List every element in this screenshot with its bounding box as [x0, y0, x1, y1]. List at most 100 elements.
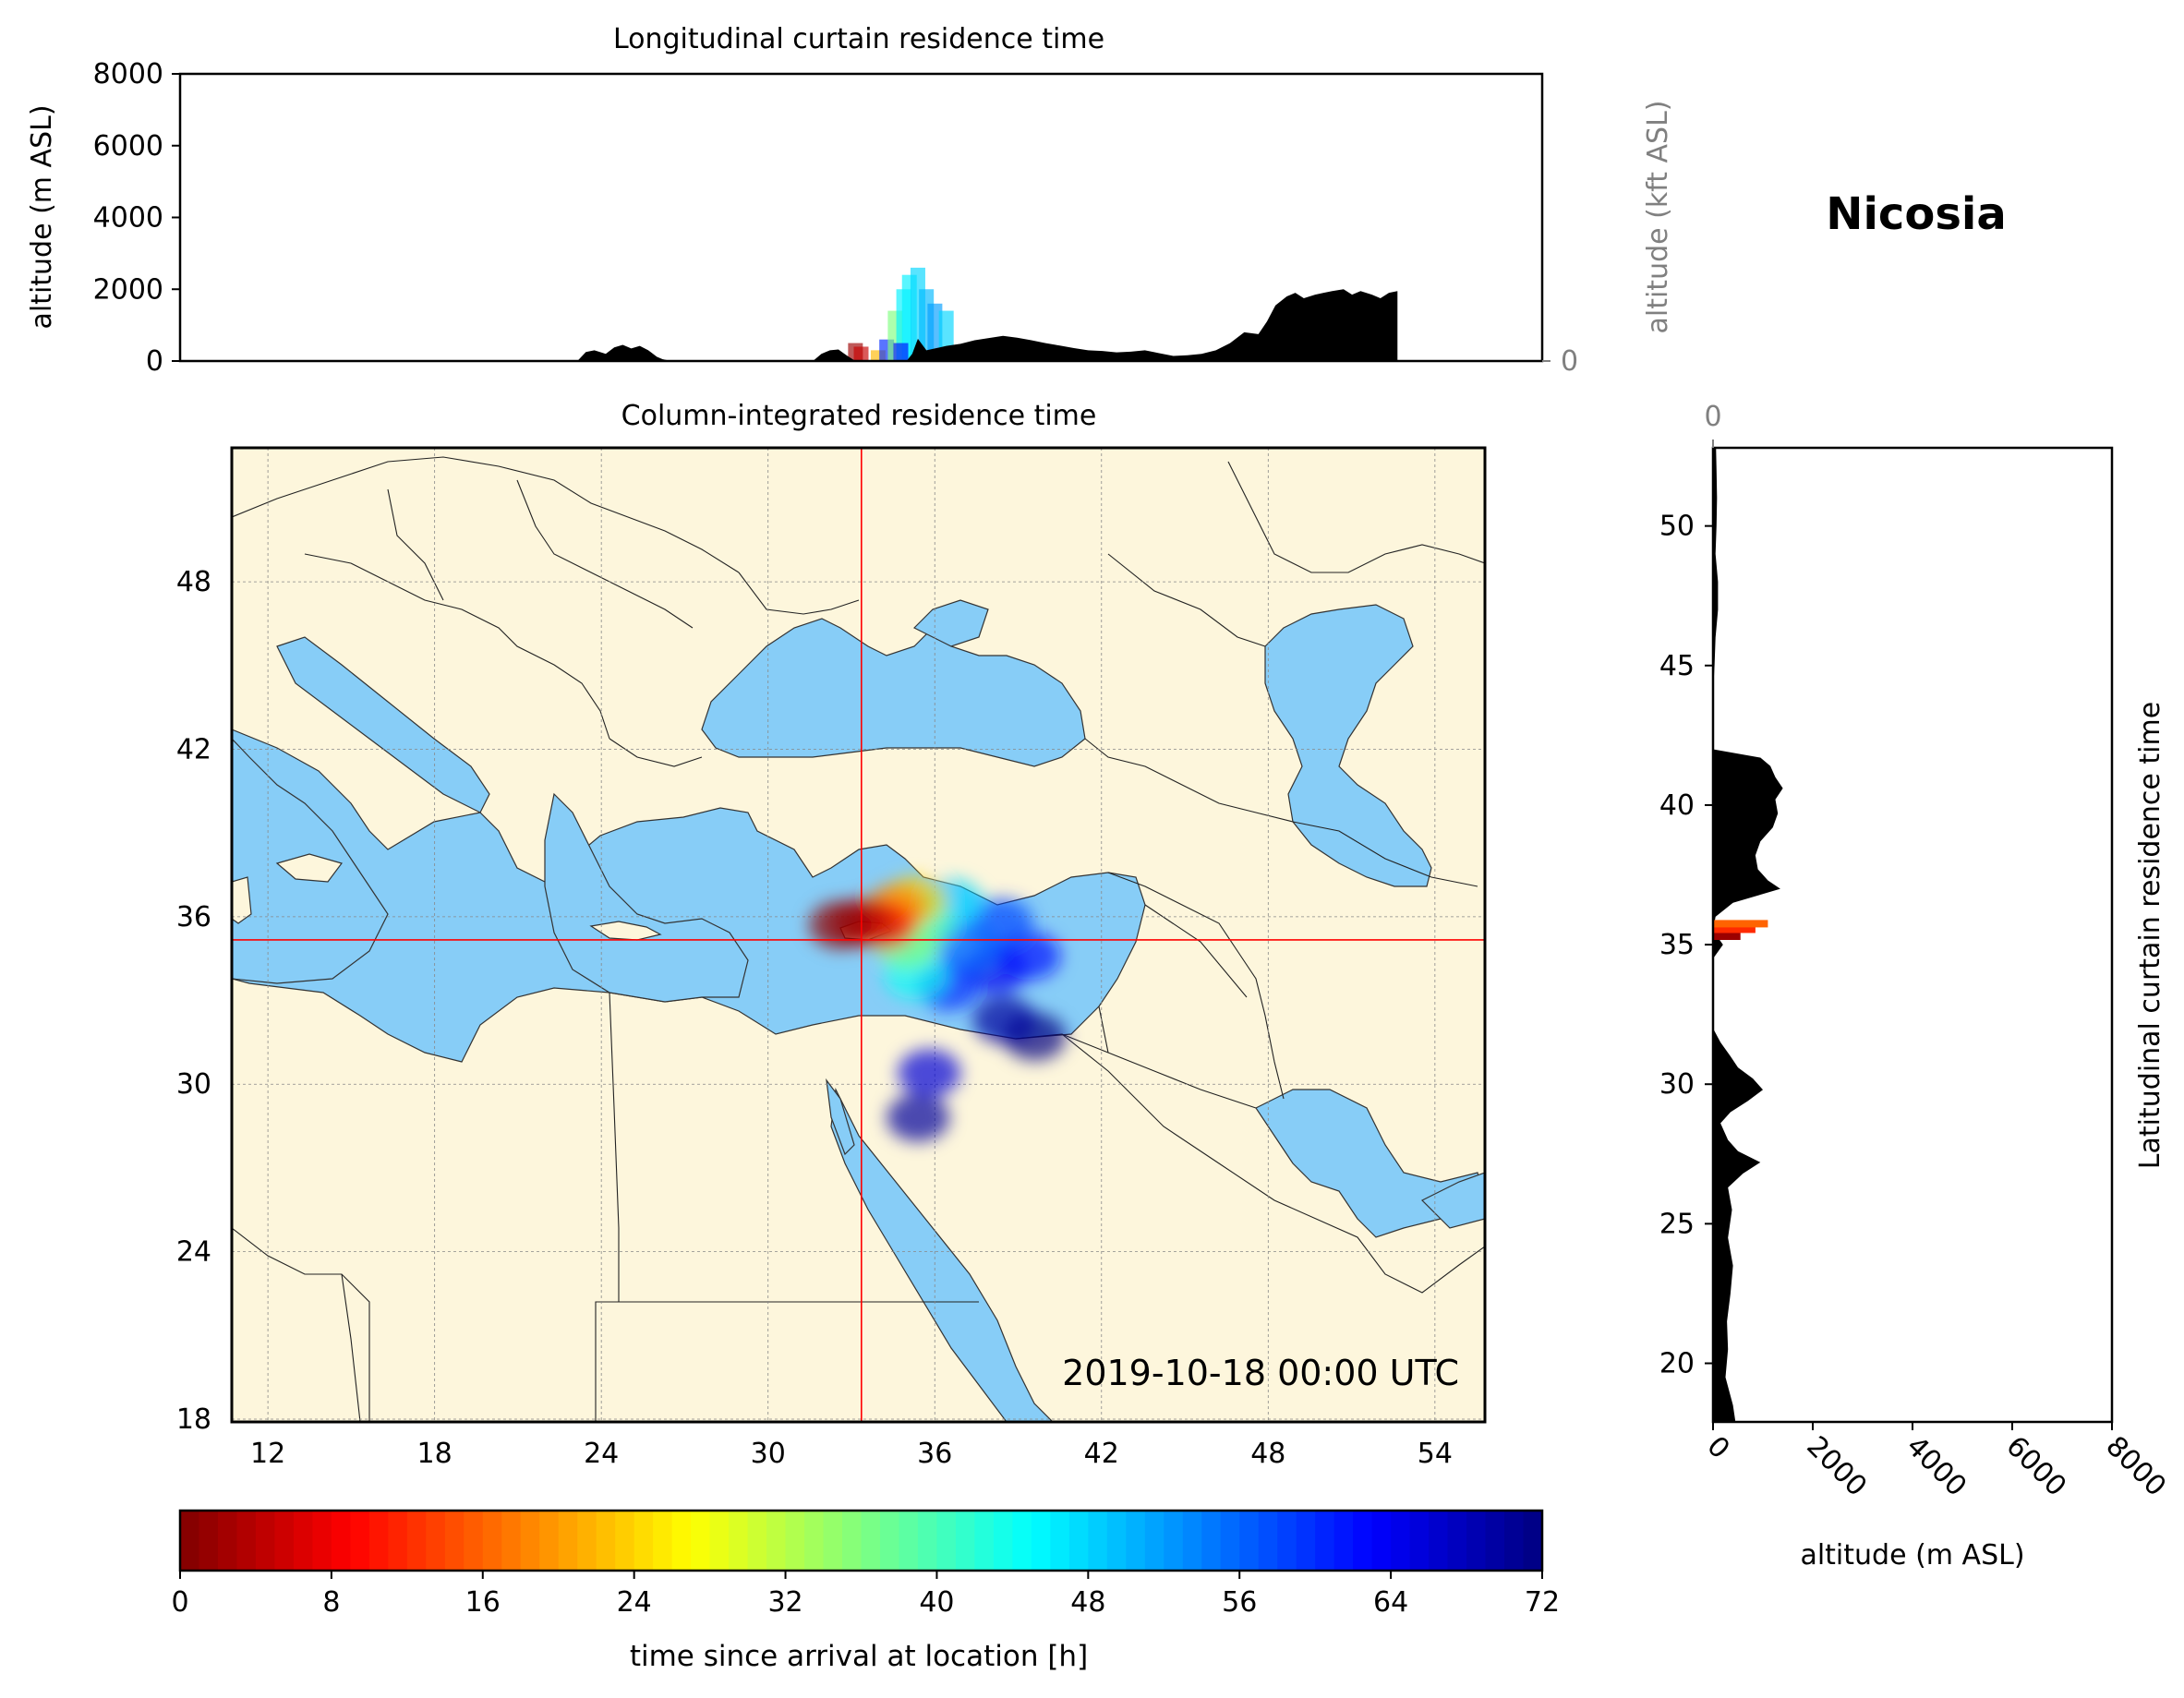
colorbar-band [993, 1511, 1013, 1571]
colorbar-band [1050, 1511, 1070, 1571]
colorbar-band [804, 1511, 825, 1571]
colorbar-band [1466, 1511, 1487, 1571]
colorbar-band [1333, 1511, 1354, 1571]
latitudinal-grid [1712, 448, 1714, 1422]
latitudinal-residence-mark [1713, 933, 1741, 941]
colorbar-band [539, 1511, 560, 1571]
latitudinal-top-tick-label: 0 [1704, 401, 1721, 433]
colorbar-band [785, 1511, 805, 1571]
colorbar-band [1391, 1511, 1411, 1571]
colorbar-band [1182, 1511, 1202, 1571]
latitudinal-lat-tick-label: 30 [1659, 1068, 1695, 1101]
latitudinal-alt-tick-label: 6000 [1999, 1430, 2072, 1503]
plume-blob [808, 900, 872, 949]
colorbar-band [899, 1511, 919, 1571]
column-integrated-map-panel: Column-integrated residence time [176, 400, 1487, 1470]
crete-island [589, 921, 662, 941]
longitudinal-trajectory-column [927, 303, 943, 361]
latitudinal-alt-tick-label: 2000 [1800, 1430, 1873, 1503]
colorbar-band [1031, 1511, 1051, 1571]
colorbar-band [426, 1511, 446, 1571]
latitudinal-plot-frame [1711, 446, 2114, 1424]
colorbar-band [274, 1511, 295, 1571]
longitudinal-left-axis: 0 2000 4000 6000 8000 [93, 58, 180, 378]
black-sea [701, 618, 1086, 767]
map-lat-tick-label: 48 [176, 566, 211, 598]
longitudinal-right-axis: 050100 [1542, 345, 1578, 378]
colorbar-band [388, 1511, 408, 1571]
colorbar-band [331, 1511, 351, 1571]
map-lon-tick-label: 30 [751, 1438, 786, 1470]
colorbar-band [691, 1511, 711, 1571]
gulf-of-suez [826, 1078, 855, 1156]
map-lat-tick-label: 42 [176, 733, 211, 765]
map-timestamp: 2019-10-18 00:00 UTC [1062, 1353, 1459, 1393]
colorbar-tick-label: 16 [465, 1586, 501, 1619]
colorbar-band [1429, 1511, 1449, 1571]
longitudinal-terrain-profile [180, 289, 1542, 361]
latitudinal-residence-marks [1713, 920, 1768, 941]
adriatic-sea [276, 636, 490, 813]
colorbar-band [464, 1511, 484, 1571]
colorbar-band [653, 1511, 673, 1571]
colorbar: 0 8 16 24 32 40 48 56 64 72 time since arrival at… [171, 1509, 1560, 1673]
colorbar-band [406, 1511, 427, 1571]
map-lon-tick-label: 36 [917, 1438, 952, 1470]
plume-blob [936, 923, 1000, 972]
map-longitude-axis: 12 18 24 30 36 42 48 54 [250, 1438, 1453, 1470]
colorbar-band [955, 1511, 976, 1571]
map-borders [232, 456, 1485, 1422]
longitudinal-ytick-label: 2000 [93, 273, 163, 306]
map-lat-tick-label: 30 [176, 1068, 211, 1101]
colorbar-band [1164, 1511, 1184, 1571]
map-lat-tick-label: 36 [176, 901, 211, 933]
latitudinal-top-axis: 050100 [1704, 401, 1722, 448]
plume-blob [887, 1093, 950, 1142]
longitudinal-ytick-label: 8000 [93, 58, 163, 90]
colorbar-band [709, 1511, 730, 1571]
latitudinal-terrain-profile [1713, 448, 1783, 1422]
longitudinal-ytick-label: 6000 [93, 130, 163, 163]
colorbar-band [180, 1511, 200, 1571]
latitudinal-lat-tick-label: 45 [1659, 650, 1695, 682]
map-lon-tick-label: 24 [584, 1438, 619, 1470]
latitudinal-alt-tick-label: 0 [1700, 1430, 1735, 1465]
colorbar-tick-label: 24 [617, 1586, 652, 1619]
longitudinal-ytick-label: 4000 [93, 202, 163, 235]
colorbar-tick-label: 56 [1222, 1586, 1257, 1619]
colorbar-band [368, 1511, 389, 1571]
colorbar-band [1201, 1511, 1222, 1571]
latitudinal-lat-tick-label: 50 [1659, 511, 1695, 543]
colorbar-band [1258, 1511, 1278, 1571]
colorbar-band [879, 1511, 900, 1571]
colorbar-band [577, 1511, 597, 1571]
colorbar-band [917, 1511, 938, 1571]
longitudinal-curtain-panel: Longitudinal curtain residence time 0 200… [26, 23, 1674, 378]
map-lat-tick-label: 18 [176, 1403, 211, 1436]
colorbar-tick-label: 8 [322, 1586, 340, 1619]
longitudinal-curtain-title: Longitudinal curtain residence time [613, 23, 1104, 55]
colorbar-band [199, 1511, 219, 1571]
plume-blob [898, 1049, 961, 1098]
colorbar-band [1144, 1511, 1164, 1571]
colorbar-band [633, 1511, 654, 1571]
latitudinal-lat-axis: 20 25 30 35 40 45 50 [1659, 511, 1713, 1380]
longitudinal-ylabel: altitude (m ASL) [26, 104, 58, 329]
latitudinal-xlabel: altitude (m ASL) [1800, 1539, 2024, 1572]
colorbar-band [1126, 1511, 1146, 1571]
colorbar-band [1296, 1511, 1316, 1571]
colorbar-band [1447, 1511, 1467, 1571]
colorbar-band [1239, 1511, 1260, 1571]
colorbar-band [482, 1511, 502, 1571]
colorbar-band [1371, 1511, 1392, 1571]
colorbar-tick-label: 0 [171, 1586, 188, 1619]
sea-of-azov [912, 599, 989, 647]
colorbar-label: time since arrival at location [h] [630, 1640, 1088, 1673]
colorbar-band [1353, 1511, 1373, 1571]
aegean-sea [544, 792, 749, 1003]
colorbar-band [350, 1511, 370, 1571]
colorbar-band [766, 1511, 787, 1571]
map-lon-tick-label: 12 [250, 1438, 285, 1470]
